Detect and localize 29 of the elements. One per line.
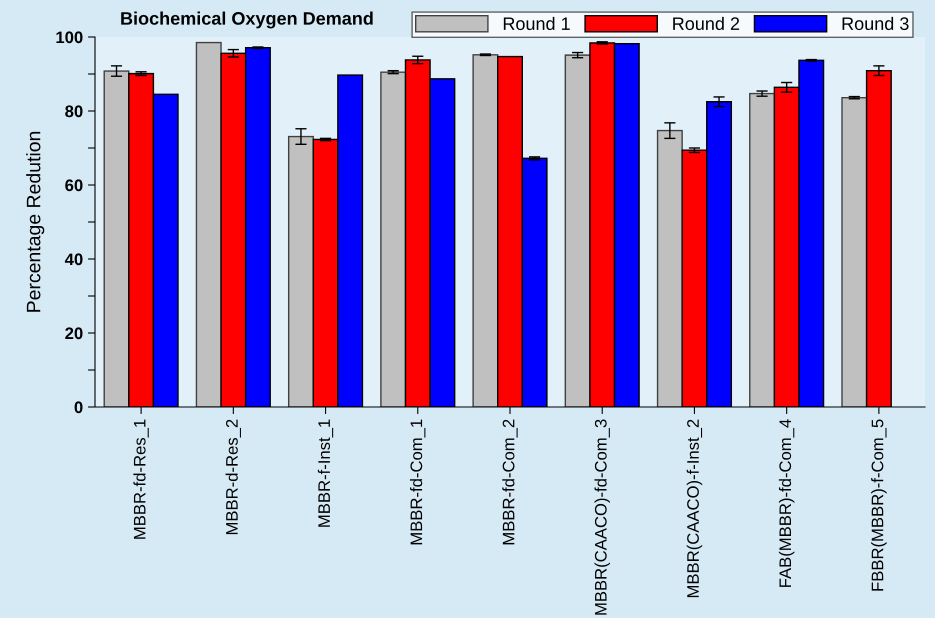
legend-label: Round 3 (842, 16, 909, 30)
bar (749, 92, 776, 407)
chart-title: Biochemical Oxygen Demand (121, 12, 373, 28)
x-tick-label: MBBR-fd-Com_1 (410, 420, 426, 544)
legend-label: Round 2 (673, 16, 740, 30)
y-axis-title: Percentage Redution (26, 132, 44, 312)
bar (564, 54, 591, 407)
x-tick-label: MBBR-fd-Com_2 (502, 420, 518, 544)
bar (380, 71, 406, 407)
y-tick-label: 20 (65, 327, 83, 340)
bar (288, 136, 314, 407)
bar (841, 96, 868, 407)
x-tick-label: MBBR-fd-Res_1 (133, 420, 149, 539)
y-tick-label: 60 (65, 179, 83, 192)
bar (656, 130, 683, 407)
y-tick-label: 0 (74, 401, 83, 414)
bar (104, 70, 130, 407)
y-tick-label: 40 (64, 253, 83, 266)
legend-label: Round 1 (504, 16, 570, 30)
x-tick-label: MBBR-f-Inst_1 (318, 420, 334, 527)
x-tick-label: MBBR-d-Res_2 (226, 420, 241, 534)
x-tick-label: FBBR(MBBR)-f-Com_5 (871, 420, 887, 591)
x-tick-label: FAB(MBBR)-fd-Com_4 (778, 419, 794, 587)
bar (196, 42, 222, 407)
bar (472, 54, 498, 407)
y-tick-label: 80 (65, 105, 83, 118)
x-tick-label: MBBR(CAACO)-fd-Com_3 (594, 420, 610, 615)
x-tick-label: MBBR(CAACO)-f-Inst_2 (686, 420, 702, 598)
y-tick-label: 100 (56, 31, 83, 44)
